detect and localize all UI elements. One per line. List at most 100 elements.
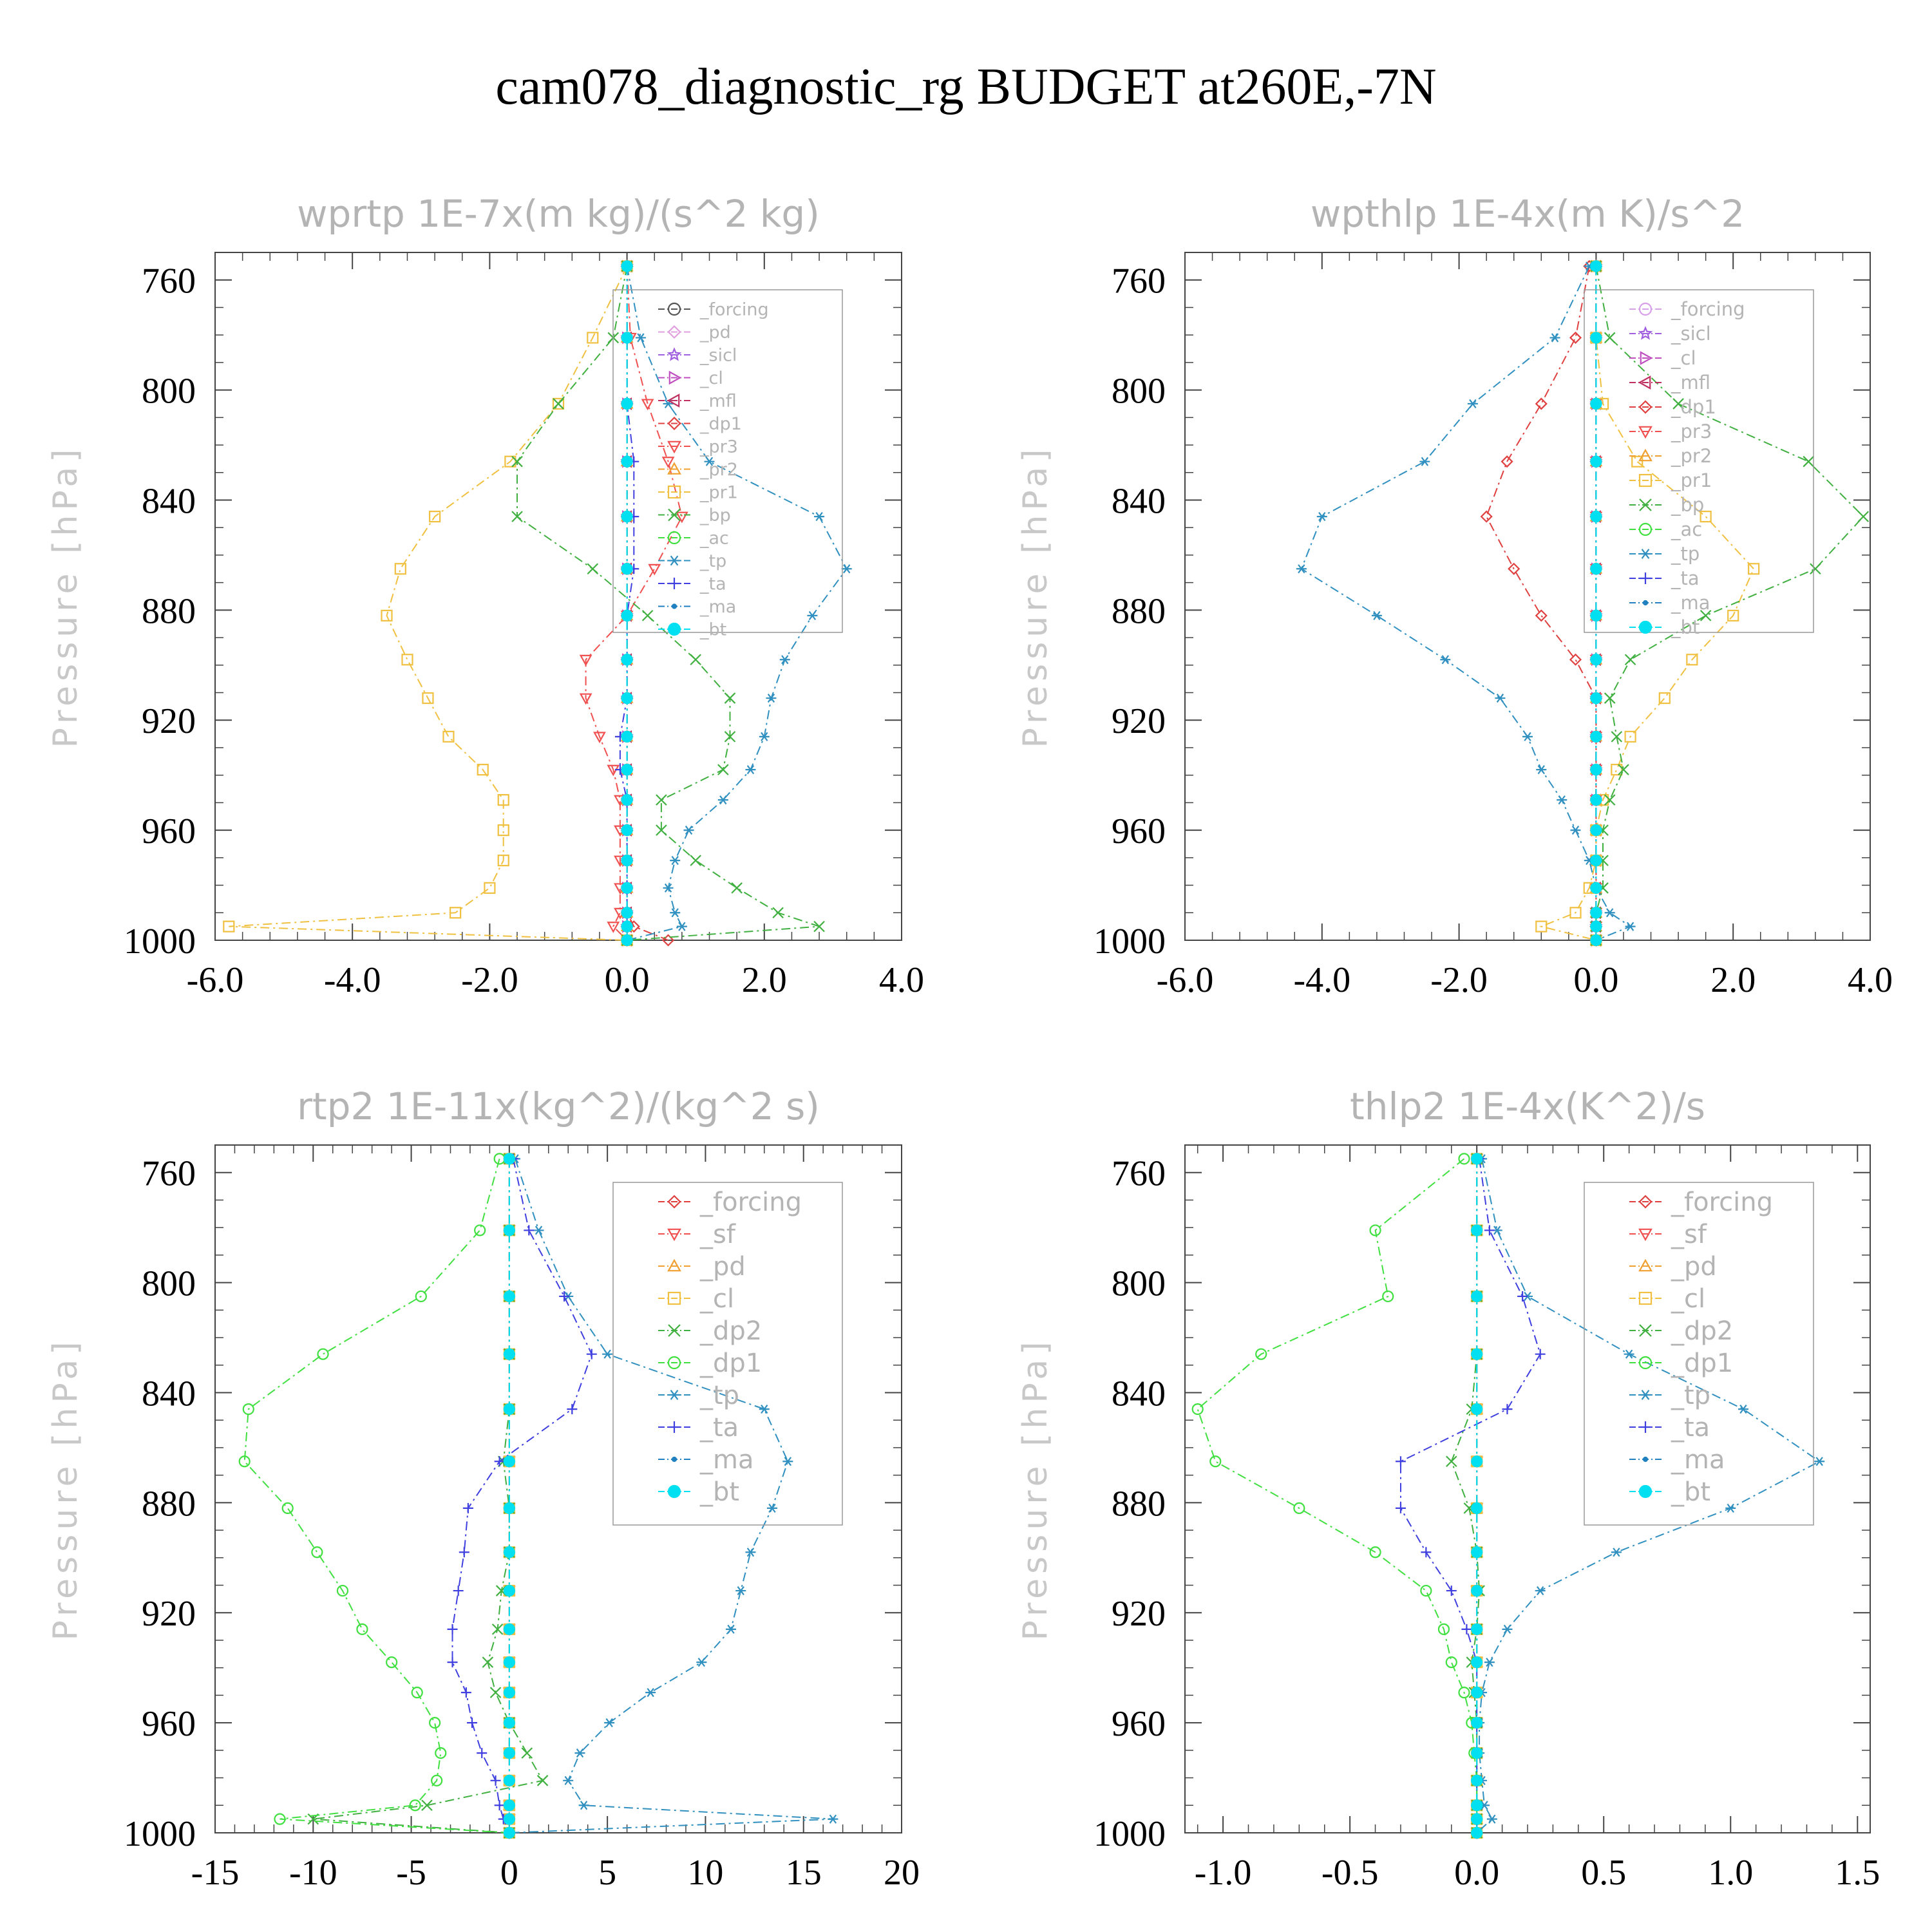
data-point [621, 907, 633, 919]
data-point [431, 1774, 443, 1786]
legend-label: _sicl [1671, 323, 1711, 345]
y-tick-label: 840 [1112, 481, 1166, 521]
legend-marker [1638, 1291, 1653, 1305]
data-point [1590, 907, 1602, 919]
x-tick-label: 0.0 [1454, 1853, 1499, 1893]
data-point [552, 397, 565, 410]
legend-marker [1638, 1356, 1653, 1370]
data-point [779, 655, 790, 665]
data-point [726, 1624, 737, 1634]
data-point [567, 1404, 578, 1415]
data-point [724, 692, 736, 704]
legend-label: _ac [699, 528, 729, 548]
x-tick-label: 0.0 [1573, 960, 1618, 1000]
data-point [484, 882, 496, 894]
legend-label: _tp [699, 1381, 739, 1410]
data-point [274, 1813, 286, 1825]
data-point [1471, 1546, 1483, 1558]
data-point [511, 511, 523, 522]
data-point [381, 609, 393, 622]
panel-2: wpthlp 1E-4x(m K)/s^2 Pressure [hPa] -6.0 -… [1016, 192, 1893, 1000]
legend-label: _dp1 [699, 414, 742, 434]
legend-label: _dp2 [1671, 1316, 1733, 1346]
data-point [676, 511, 688, 524]
data-point [635, 333, 646, 343]
x-tick-label: 5 [598, 1853, 616, 1893]
data-point [521, 1747, 533, 1759]
data-point [494, 1456, 505, 1467]
data-point [503, 1403, 515, 1416]
legend-marker [1638, 620, 1653, 634]
data-point [462, 1502, 473, 1513]
data-point [1549, 333, 1560, 343]
y-tick-label: 960 [1112, 811, 1166, 851]
legend-label: _pd [699, 1252, 746, 1282]
legend-marker [667, 531, 681, 545]
legend-label: _pd [1671, 1252, 1717, 1282]
data-point [422, 692, 434, 705]
y-tick-label: 760 [1112, 261, 1166, 301]
legend-label: _ma [699, 1445, 753, 1475]
series-bt [503, 1153, 515, 1839]
data-point [696, 1658, 707, 1667]
legend-label: _forcing [699, 1188, 802, 1217]
legend-marker [1638, 1228, 1653, 1242]
legend-label: _pr1 [1671, 469, 1712, 491]
data-point [759, 732, 770, 741]
data-point [1590, 855, 1602, 867]
panel-title: wprtp 1E-7x(m kg)/(s^2 kg) [297, 192, 820, 236]
y-tick-label: 800 [1112, 1264, 1166, 1304]
data-point [1440, 655, 1451, 665]
data-point [1535, 1586, 1546, 1596]
data-point [1471, 1348, 1483, 1360]
data-point [238, 1455, 251, 1468]
data-point [482, 1656, 494, 1668]
x-tick-label: 2.0 [1710, 960, 1756, 1000]
data-point [477, 764, 489, 776]
data-point [1502, 1624, 1513, 1634]
data-point [536, 1775, 549, 1786]
legend: _forcing_sicl_cl_mfl_dp1_pr3_pr2_pr1_bp_… [1584, 289, 1814, 638]
legend-marker [1638, 426, 1653, 439]
data-point [745, 765, 756, 775]
y-axis-label: Pressure [hPa] [46, 445, 85, 748]
data-point [497, 824, 509, 837]
legend-marker [667, 347, 682, 361]
data-point [578, 1801, 589, 1810]
data-point [766, 694, 777, 703]
legend-marker [667, 440, 681, 454]
data-point [1624, 1349, 1634, 1359]
legend-marker [667, 1356, 681, 1370]
y-tick-label: 840 [1112, 1374, 1166, 1414]
data-point [503, 1656, 515, 1669]
y-tick-label: 920 [1112, 1594, 1166, 1634]
data-point [503, 1717, 515, 1729]
data-point [1535, 920, 1548, 933]
data-point [621, 824, 633, 837]
legend-label: _dp1 [1671, 396, 1716, 418]
legend-marker [667, 462, 681, 475]
series-ta [1395, 1153, 1546, 1838]
x-tick-label: -1.0 [1195, 1853, 1252, 1893]
data-point [503, 1348, 515, 1360]
data-point [1471, 1687, 1483, 1699]
series-bt [1590, 260, 1602, 947]
data-point [621, 563, 633, 575]
legend-marker [671, 1456, 677, 1463]
data-point [503, 1502, 515, 1515]
legend-label: _forcing [1671, 1188, 1773, 1217]
legend: _forcing _pd_sicl _cl _mfl _dp1 _pr3 _pr2_pr1 _… [612, 289, 843, 639]
legend-label: _ma [699, 597, 736, 617]
data-point [1658, 692, 1671, 705]
data-point [1480, 510, 1493, 523]
legend-marker [1638, 326, 1653, 340]
data-point [1421, 1547, 1432, 1558]
legend-label: _ma [1671, 592, 1710, 614]
data-point [1420, 1584, 1432, 1597]
y-tick-label: 880 [1112, 591, 1166, 631]
data-point [1590, 332, 1602, 344]
panel-title: thlp2 1E-4x(K^2)/s [1350, 1084, 1705, 1128]
x-tick-label: 4.0 [1848, 960, 1893, 1000]
x-tick-label: -10 [289, 1853, 337, 1893]
data-point [1738, 1405, 1748, 1414]
